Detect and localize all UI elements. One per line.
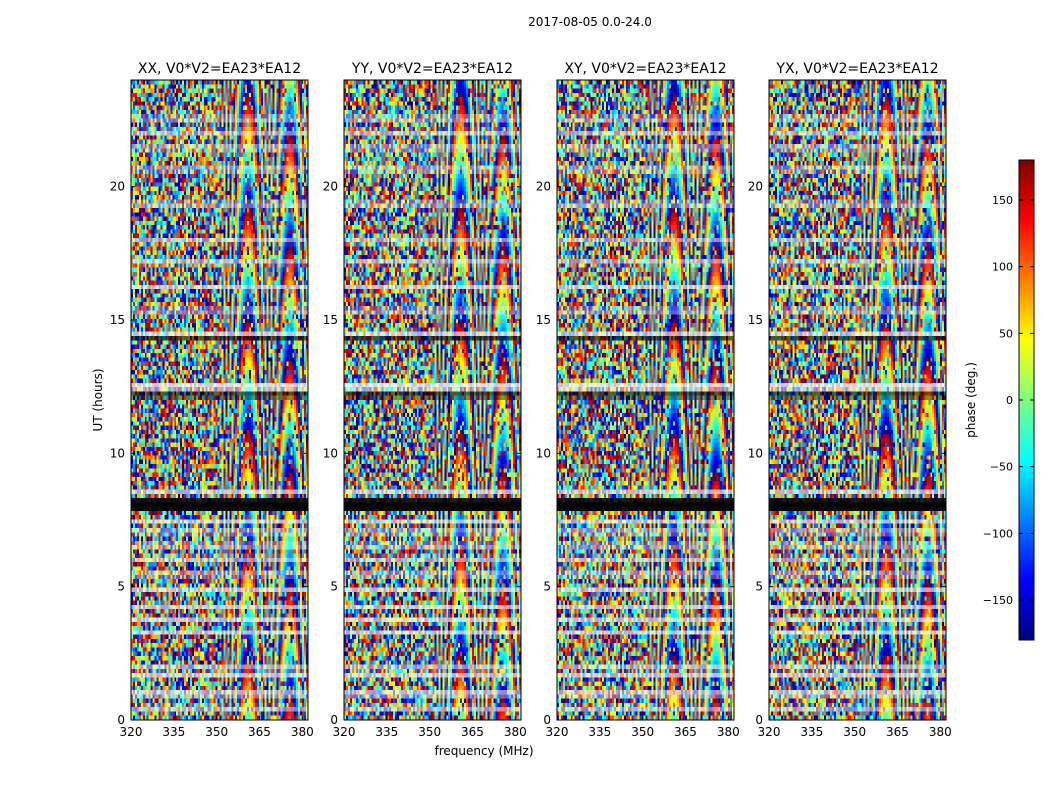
colorbar-tick-label: −150 [983,594,1013,607]
x-tick-label: 380 [929,725,952,739]
x-tick-label: 350 [205,725,228,739]
phase-heatmap [131,80,308,720]
y-tick-label: 10 [536,446,551,460]
x-tick-label: 365 [248,725,271,739]
x-tick-label: 380 [291,725,314,739]
panel-title: YY, V0*V2=EA23*EA12 [351,61,513,77]
y-tick-label: 15 [748,313,763,327]
y-tick-label: 20 [110,180,125,194]
x-tick-label: 335 [375,725,398,739]
colorbar: 150 100 50 0 −50 −100 −150 [983,159,1035,641]
y-tick-label: 0 [117,713,125,727]
colorbar-tick-label: 50 [999,327,1013,340]
panel-frame [130,79,309,721]
x-tick-label: 350 [843,725,866,739]
x-tick-label: 350 [631,725,654,739]
x-tick-label: 320 [546,725,569,739]
y-axis-label: UT (hours) [91,368,105,431]
x-tick-label: 335 [162,725,185,739]
y-tick-label: 0 [543,713,551,727]
y-tick-label: 10 [110,446,125,460]
x-tick-label: 320 [758,725,781,739]
panel: YX, V0*V2=EA23*EA12 320 335 350 365 380 0 5 10 15… [748,61,952,739]
y-tick-label: 20 [323,180,338,194]
y-tick-label: 5 [330,580,338,594]
figure-suptitle: 2017-08-05 0.0-24.0 [528,15,652,29]
colorbar-tick-label: −100 [983,527,1013,540]
phase-heatmap [769,80,946,720]
colorbar-tick-label: −50 [990,461,1013,474]
x-tick-label: 365 [461,725,484,739]
x-tick-label: 335 [800,725,823,739]
panel-frame [556,79,735,721]
panel: XY, V0*V2=EA23*EA12 320 335 350 365 380 0 5 10 15… [536,61,740,739]
x-tick-label: 380 [504,725,527,739]
x-tick-label: 365 [674,725,697,739]
y-tick-label: 5 [543,580,551,594]
y-tick-label: 20 [536,180,551,194]
y-tick-label: 20 [748,180,763,194]
y-tick-label: 15 [536,313,551,327]
x-axis-label: frequency (MHz) [434,744,533,758]
y-tick-label: 0 [755,713,763,727]
phase-heatmap [344,80,521,720]
x-tick-label: 320 [120,725,143,739]
panel-frame [343,79,522,721]
y-tick-label: 15 [323,313,338,327]
panel-title: XY, V0*V2=EA23*EA12 [564,61,726,77]
x-tick-label: 320 [333,725,356,739]
panel-title: YX, V0*V2=EA23*EA12 [775,61,938,77]
y-tick-label: 10 [323,446,338,460]
x-tick-label: 380 [717,725,740,739]
x-tick-label: 335 [588,725,611,739]
panel-frame [768,79,947,721]
y-tick-label: 5 [755,580,763,594]
y-tick-label: 10 [748,446,763,460]
colorbar-tick-label: 150 [992,194,1013,207]
x-tick-label: 365 [886,725,909,739]
y-tick-label: 0 [330,713,338,727]
colorbar-tick-label: 100 [992,261,1013,274]
phase-heatmap [557,80,734,720]
panel-title: XX, V0*V2=EA23*EA12 [138,61,301,77]
colorbar-tick-label: 0 [1006,394,1013,407]
panel: XX, V0*V2=EA23*EA12 320 335 350 365 380 0 5 10 15… [110,61,314,739]
x-tick-label: 350 [418,725,441,739]
y-tick-label: 15 [110,313,125,327]
panels: XX, V0*V2=EA23*EA12 320 335 350 365 380 0 5 10 15… [110,61,952,739]
colorbar-label: phase (deg.) [964,362,978,438]
y-tick-label: 5 [117,580,125,594]
panel: YY, V0*V2=EA23*EA12 320 335 350 365 380 0 5 10 15… [323,61,527,739]
